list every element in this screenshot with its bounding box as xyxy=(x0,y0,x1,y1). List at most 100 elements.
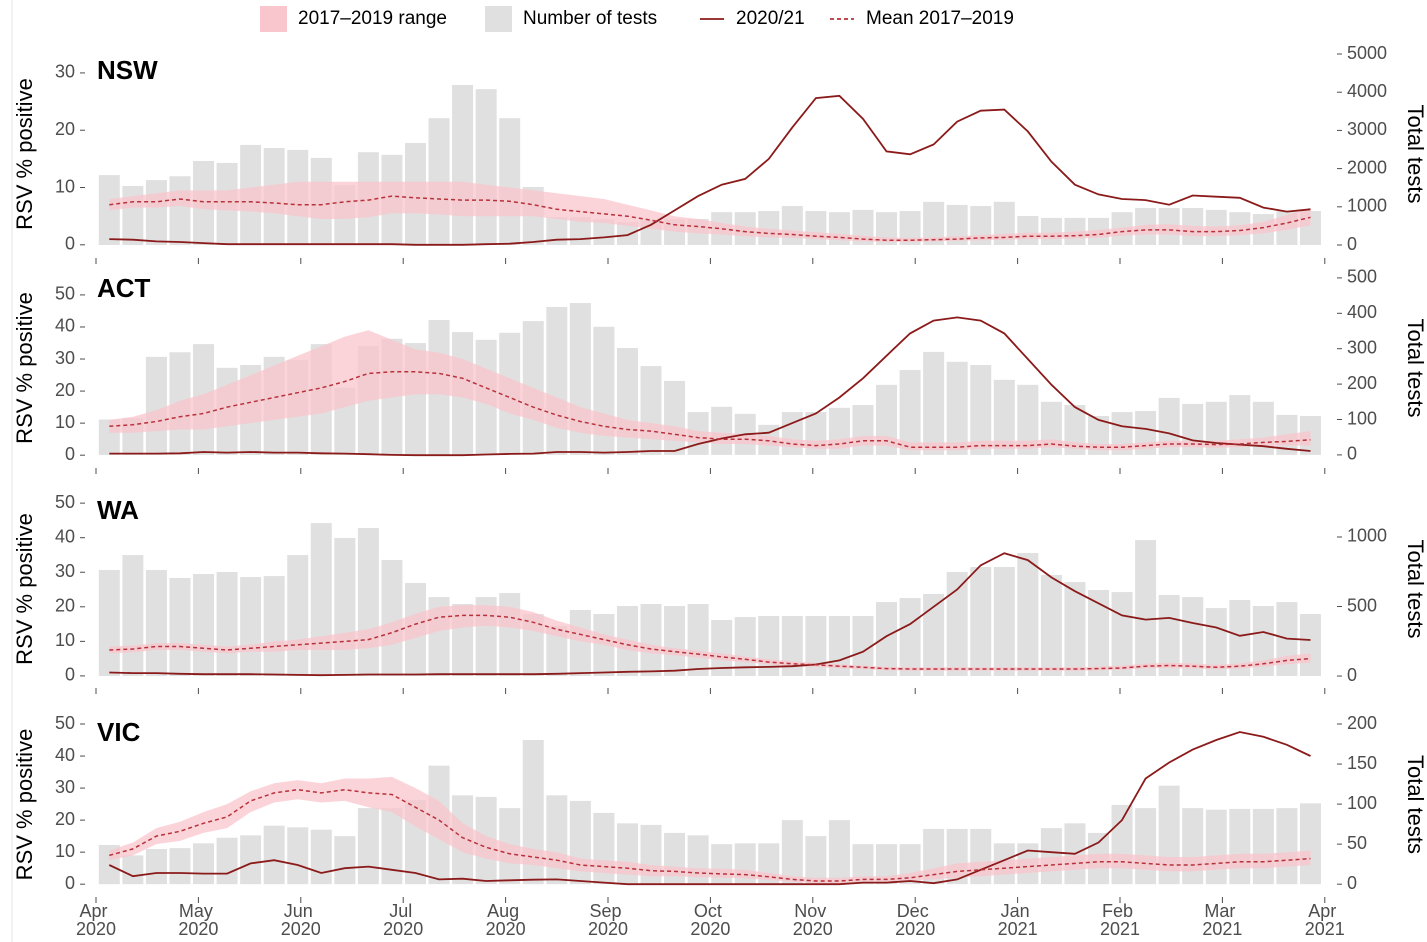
test-bar xyxy=(98,569,120,677)
test-bar xyxy=(145,356,167,455)
test-bar xyxy=(1182,808,1204,885)
y-tick-label: 10 xyxy=(55,841,75,861)
test-bar xyxy=(687,604,709,677)
range-band xyxy=(109,605,1311,671)
test-bar xyxy=(1135,808,1157,885)
y2-tick-label: 150 xyxy=(1347,753,1377,773)
test-bar xyxy=(1017,215,1039,246)
test-bar xyxy=(569,609,591,677)
y-axis-title: RSV % positive xyxy=(12,729,37,881)
test-bar xyxy=(781,412,803,455)
x-tick-label: Mar 2021 xyxy=(1202,901,1242,939)
test-bar xyxy=(1158,594,1180,677)
y2-tick-label: 400 xyxy=(1347,302,1377,322)
test-bar xyxy=(805,615,827,677)
test-bar xyxy=(711,844,733,885)
y2-axis-title: Total tests xyxy=(1403,104,1427,203)
test-bar xyxy=(1111,592,1133,677)
test-bar xyxy=(1040,828,1062,885)
y2-tick-label: 2000 xyxy=(1347,157,1387,177)
test-bar xyxy=(381,559,403,677)
test-bar xyxy=(899,211,921,246)
test-bar xyxy=(263,576,285,677)
test-bar xyxy=(923,351,945,455)
legend-swatch xyxy=(485,6,512,32)
test-bar xyxy=(1040,217,1062,246)
mean-line xyxy=(109,614,1311,670)
test-bar xyxy=(1087,589,1109,677)
y2-tick-label: 500 xyxy=(1347,267,1377,287)
test-bar xyxy=(263,825,285,885)
test-bar xyxy=(946,361,968,455)
y2-tick-label: 0 xyxy=(1347,234,1357,254)
y2-tick-label: 50 xyxy=(1347,833,1367,853)
test-bar xyxy=(240,835,262,885)
x-tick-label: Apr 2020 xyxy=(76,901,116,939)
y2-tick-label: 4000 xyxy=(1347,81,1387,101)
y2-tick-label: 500 xyxy=(1347,595,1377,615)
y2-tick-label: 1000 xyxy=(1347,526,1387,546)
y-tick-label: 40 xyxy=(55,316,75,336)
test-bar xyxy=(334,836,356,885)
test-bar xyxy=(805,836,827,885)
y-tick-label: 0 xyxy=(65,665,75,685)
x-tick-label: Oct 2020 xyxy=(690,901,730,939)
test-bar xyxy=(499,118,521,246)
test-bar xyxy=(852,615,874,677)
x-tick-label: Sep 2020 xyxy=(588,901,628,939)
y-tick-label: 20 xyxy=(55,119,75,139)
test-bar xyxy=(1299,803,1321,885)
test-bar xyxy=(993,379,1015,455)
y2-tick-label: 5000 xyxy=(1347,43,1387,63)
test-bar xyxy=(287,555,309,677)
range-band xyxy=(109,330,1311,451)
test-bar xyxy=(664,832,686,885)
panel: VIC RSV % positive Total tests 0 10 20 30 40 50 0… xyxy=(12,713,1427,939)
x-tick-label: Jul 2020 xyxy=(383,901,423,939)
test-bar xyxy=(1276,808,1298,885)
test-bar xyxy=(287,827,309,885)
legend: 2017–2019 range Number of tests 2020/21 Mea… xyxy=(260,6,1014,32)
y2-tick-label: 100 xyxy=(1347,793,1377,813)
test-bar xyxy=(546,795,568,885)
test-bar xyxy=(970,364,992,455)
y2-tick-label: 3000 xyxy=(1347,119,1387,139)
test-bar xyxy=(899,598,921,677)
test-bar xyxy=(1017,384,1039,455)
y-tick-label: 0 xyxy=(65,873,75,893)
test-bar xyxy=(781,206,803,246)
test-bar xyxy=(169,848,191,885)
test-bar xyxy=(475,89,497,246)
test-bar xyxy=(970,567,992,677)
x-tick-label: Nov 2020 xyxy=(793,901,833,939)
season-line xyxy=(109,316,1311,457)
y-tick-label: 30 xyxy=(55,62,75,82)
test-bar xyxy=(546,625,568,677)
test-bar xyxy=(1229,599,1251,677)
test-bar xyxy=(923,201,945,246)
test-bar xyxy=(711,620,733,677)
test-bar xyxy=(876,212,898,246)
test-bar xyxy=(216,837,238,885)
x-tick-label: Feb 2021 xyxy=(1100,901,1140,939)
y-tick-label: 20 xyxy=(55,380,75,400)
x-tick-label: Dec 2020 xyxy=(895,901,935,939)
legend-label: 2020/21 xyxy=(736,8,805,29)
y-tick-label: 50 xyxy=(55,713,75,733)
test-bar xyxy=(193,573,215,677)
test-bar xyxy=(593,614,615,677)
panel-title: NSW xyxy=(97,55,158,85)
panel-title: VIC xyxy=(97,717,141,747)
test-bar xyxy=(616,348,638,455)
test-bar xyxy=(664,380,686,455)
test-bar xyxy=(193,843,215,885)
season-line xyxy=(109,552,1311,677)
season-line xyxy=(109,94,1311,246)
y-tick-label: 30 xyxy=(55,777,75,797)
test-bar xyxy=(946,572,968,677)
x-tick-label: Jun 2020 xyxy=(281,901,321,939)
y-tick-label: 0 xyxy=(65,444,75,464)
test-bar xyxy=(876,602,898,677)
y2-tick-label: 0 xyxy=(1347,444,1357,464)
